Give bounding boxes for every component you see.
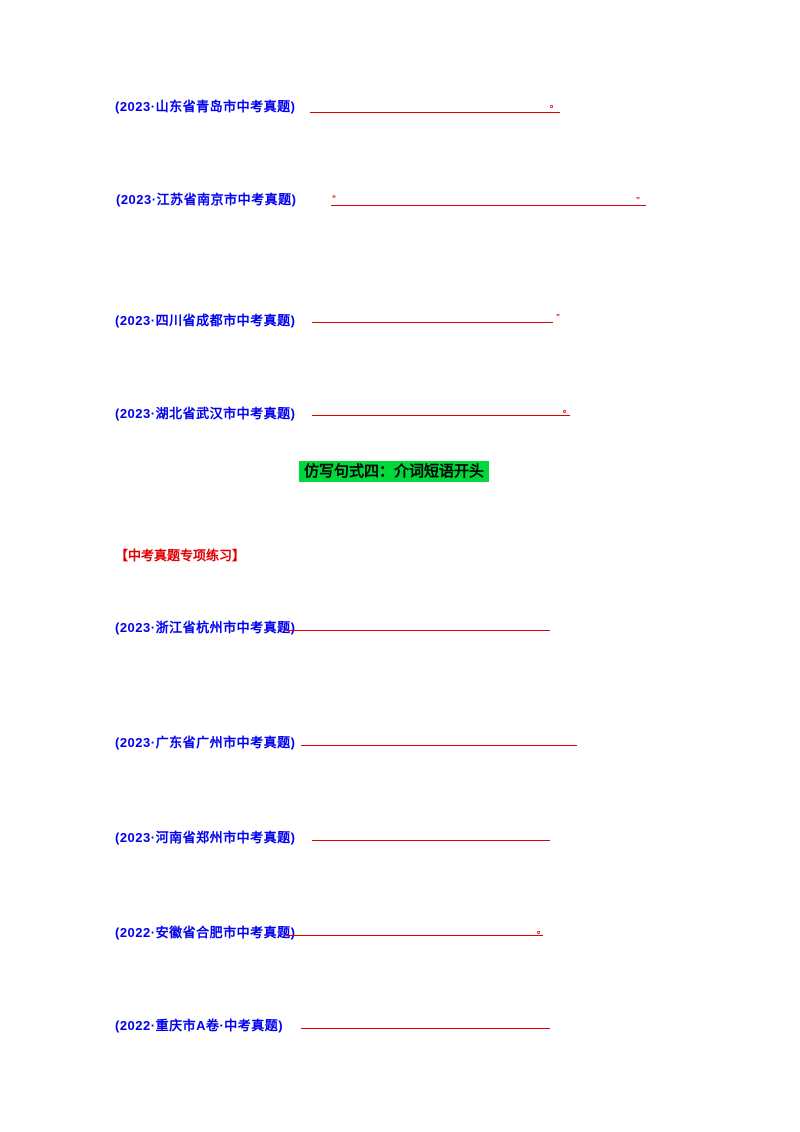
question-label: (2022·安徽省合肥市中考真题) bbox=[115, 925, 296, 940]
answer-end-mark: 。 bbox=[550, 100, 558, 109]
answer-end-mark: ” bbox=[556, 313, 560, 322]
question-label: (2023·广东省广州市中考真题) bbox=[115, 735, 296, 750]
subsection-heading: 【中考真题专项练习】 bbox=[115, 548, 246, 563]
question-label: (2023·河南省郑州市中考真题) bbox=[115, 830, 296, 845]
answer-blank[interactable] bbox=[301, 736, 577, 746]
answer-blank[interactable] bbox=[312, 313, 553, 323]
answer-blank[interactable] bbox=[331, 196, 646, 206]
question-label: (2023·四川省成都市中考真题) bbox=[115, 313, 296, 328]
answer-blank[interactable] bbox=[312, 831, 550, 841]
section-banner: 仿写句式四：介词短语开头 bbox=[299, 461, 490, 482]
answer-blank[interactable] bbox=[301, 1019, 550, 1029]
answer-start-mark: “ bbox=[332, 194, 336, 203]
answer-end-mark: 。 bbox=[537, 926, 545, 935]
question-label: (2023·湖北省武汉市中考真题) bbox=[115, 406, 296, 421]
answer-end-mark: ” bbox=[636, 196, 640, 205]
question-label: (2023·江苏省南京市中考真题) bbox=[116, 192, 297, 207]
answer-blank[interactable] bbox=[312, 406, 570, 416]
question-label: (2023·浙江省杭州市中考真题) bbox=[115, 620, 296, 635]
question-label: (2023·山东省青岛市中考真题) bbox=[115, 99, 296, 114]
answer-blank[interactable] bbox=[286, 926, 543, 936]
answer-blank[interactable] bbox=[310, 103, 560, 113]
answer-blank[interactable] bbox=[286, 621, 550, 631]
answer-end-mark: 。 bbox=[563, 405, 571, 414]
question-label: (2022·重庆市A卷·中考真题) bbox=[115, 1018, 284, 1033]
